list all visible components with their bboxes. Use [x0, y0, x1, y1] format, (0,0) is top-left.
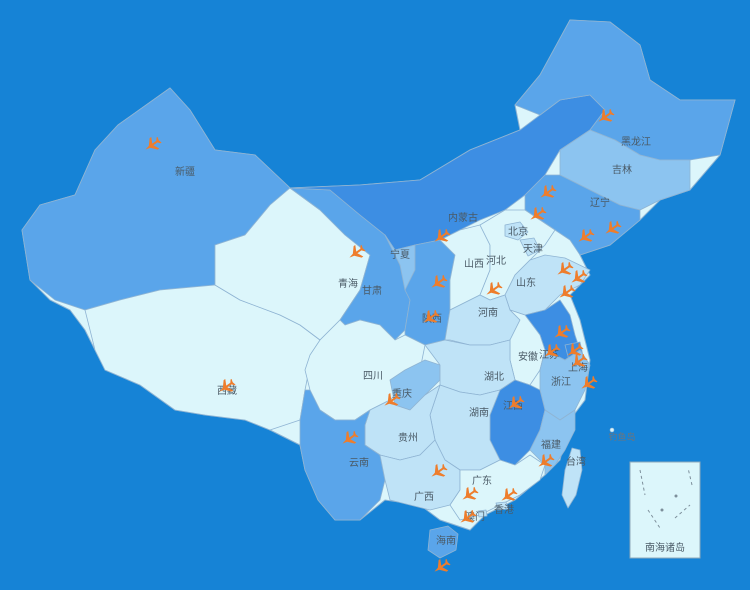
label-xizang: 西藏 — [217, 385, 237, 397]
label-sichuan: 四川 — [363, 371, 383, 382]
label-taiwan: 台湾 — [566, 455, 586, 468]
nanhai-inset: 南海诸岛 — [629, 461, 701, 559]
label-guizhou: 贵州 — [398, 431, 418, 444]
label-neimenggu: 内蒙古 — [448, 211, 478, 224]
province-beijing[interactable] — [504, 221, 529, 241]
province-hainan[interactable] — [427, 525, 459, 559]
label-anhui: 安徽 — [518, 350, 538, 363]
label-hunan: 湖南 — [469, 406, 489, 419]
nanhai-label: 南海诸岛 — [645, 541, 685, 554]
label-tianjin: 天津 — [523, 243, 543, 255]
label-shanxi: 山西 — [464, 258, 484, 270]
diaoyu-island — [609, 427, 615, 433]
label-guangdong: 广东 — [472, 474, 492, 487]
province-xianggang[interactable] — [495, 501, 509, 511]
province-tianjin[interactable] — [519, 237, 541, 257]
label-hainan: 海南 — [436, 534, 456, 547]
label-gansu: 甘肃 — [362, 284, 382, 297]
label-guangxi: 广西 — [414, 491, 434, 503]
label-xianggang: 香港 — [494, 504, 514, 516]
label-yunnan: 云南 — [349, 456, 369, 469]
label-qinghai: 青海 — [338, 277, 358, 290]
label-heilongjiang: 黑龙江 — [621, 135, 651, 148]
label-beijing: 北京 — [508, 225, 528, 238]
nanhai-dot — [674, 494, 678, 498]
label-shandong: 山东 — [516, 276, 536, 289]
label-hubei: 湖北 — [484, 371, 504, 383]
nanhai-dot — [660, 508, 664, 512]
label-jilin: 吉林 — [612, 163, 632, 176]
label-zhejiang: 浙江 — [551, 376, 571, 388]
airplane-icon[interactable] — [430, 555, 453, 578]
label-hebei: 河北 — [486, 255, 506, 267]
label-fujian: 福建 — [541, 438, 561, 451]
province-yunnan[interactable] — [299, 389, 386, 521]
province-taiwan[interactable] — [561, 447, 583, 509]
province-guangdong[interactable] — [449, 454, 546, 521]
province-labels: 新疆 西藏 青海 甘肃 内蒙古 黑龙江 吉林 辽宁 宁夏 陕西 山西 河北 北京… — [175, 135, 651, 547]
province-fujian[interactable] — [529, 409, 576, 476]
diaoyu-label: 钓鱼岛 — [608, 431, 635, 443]
label-shaanxi: 陕西 — [422, 312, 442, 325]
label-ningxia: 宁夏 — [390, 248, 410, 261]
province-aomen[interactable] — [477, 509, 488, 518]
label-liaoning: 辽宁 — [590, 196, 610, 209]
nanhai-dashes — [639, 467, 693, 529]
label-xinjiang: 新疆 — [175, 165, 195, 178]
label-henan: 河南 — [478, 306, 498, 319]
